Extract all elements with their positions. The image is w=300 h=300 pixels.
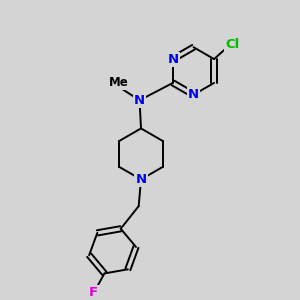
Text: N: N [135, 173, 147, 186]
Text: N: N [134, 94, 145, 107]
Text: N: N [188, 88, 199, 101]
Text: N: N [167, 52, 178, 66]
Text: Cl: Cl [226, 38, 240, 51]
Text: F: F [89, 286, 98, 299]
Text: Me: Me [109, 76, 128, 89]
